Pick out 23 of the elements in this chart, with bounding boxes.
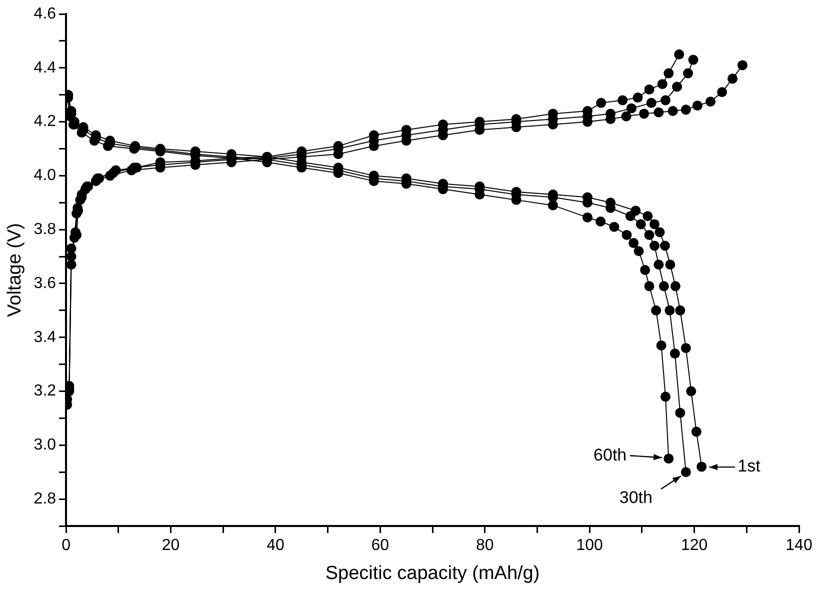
y-tick-label: 4.4 bbox=[34, 59, 56, 76]
y-tick-label: 3.4 bbox=[34, 328, 56, 346]
y-tick-label: 3.0 bbox=[34, 436, 56, 454]
x-tick-label: 100 bbox=[576, 537, 604, 554]
x-tick-label: 80 bbox=[476, 537, 494, 554]
x-axis-title: Specitic capacity (mAh/g) bbox=[325, 562, 540, 584]
y-tick-label: 4.2 bbox=[34, 113, 56, 130]
x-tick-label: 60 bbox=[371, 537, 390, 554]
x-tick-label: 120 bbox=[680, 537, 708, 554]
annotation: 30th bbox=[619, 488, 652, 507]
x-tick-label: 0 bbox=[62, 537, 71, 554]
y-tick-label: 3.8 bbox=[34, 220, 56, 238]
y-tick-label: 3.6 bbox=[34, 274, 56, 292]
annotation: 1st bbox=[738, 456, 761, 476]
annotation: 60th bbox=[594, 445, 627, 464]
y-tick-label: 4.6 bbox=[34, 5, 56, 22]
y-tick-label: 3.2 bbox=[34, 382, 56, 400]
x-tick-label: 40 bbox=[266, 537, 284, 554]
y-tick-label: 2.8 bbox=[34, 490, 56, 508]
y-axis-title: Voltage (V) bbox=[4, 223, 26, 317]
x-tick-label: 20 bbox=[162, 537, 180, 554]
y-tick-label: 4.0 bbox=[34, 167, 56, 184]
x-tick-label: 140 bbox=[786, 537, 812, 554]
